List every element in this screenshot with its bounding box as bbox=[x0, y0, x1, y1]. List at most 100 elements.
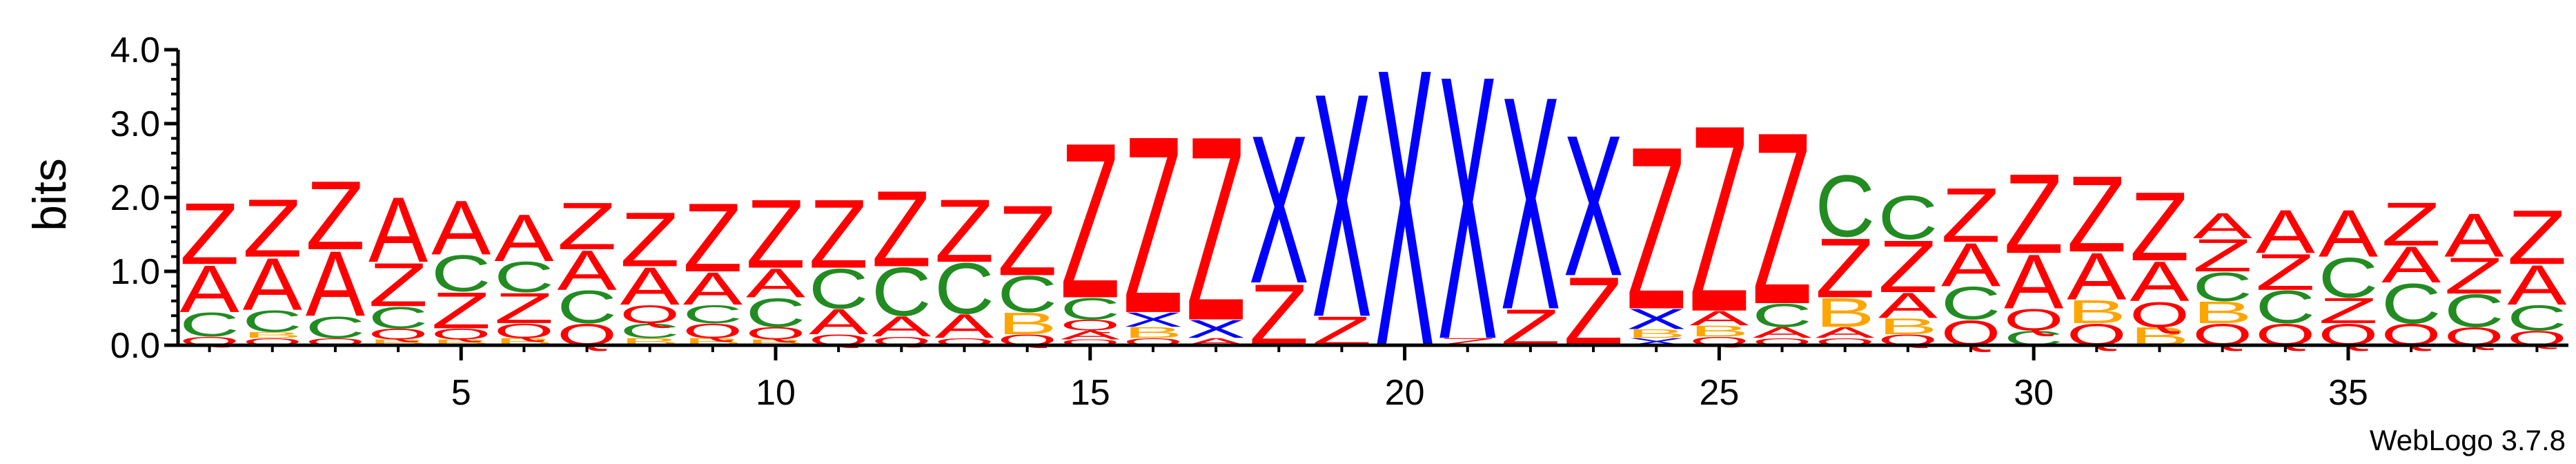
logo-letter-z: Z bbox=[431, 282, 491, 340]
logo-letter-c: C bbox=[557, 281, 617, 333]
logo-letter-x: X bbox=[1123, 308, 1183, 331]
logo-letter-q: Q bbox=[494, 320, 554, 342]
x-axis: 5 10 15 20 25 30 35 bbox=[178, 343, 2568, 413]
logo-letter-a: A bbox=[179, 252, 239, 327]
logo-letter-b: B bbox=[2067, 293, 2127, 330]
logo-letter-a: A bbox=[2130, 249, 2190, 313]
logo-letter-z: Z bbox=[2381, 190, 2441, 259]
logo-letter-c: C bbox=[934, 248, 994, 329]
logo-letter-b: B bbox=[1123, 324, 1183, 341]
logo-letter-c: C bbox=[179, 306, 239, 344]
logo-letter-x: X bbox=[1437, 0, 1497, 418]
logo-letter-z: Z bbox=[2319, 290, 2379, 331]
logo-letter-a: A bbox=[494, 201, 554, 276]
x-tick-label: 35 bbox=[2328, 373, 2368, 413]
logo-letter-a: A bbox=[2507, 253, 2567, 317]
logo-letter-z: Z bbox=[2444, 247, 2504, 305]
y-tick-label: 4.0 bbox=[110, 30, 160, 70]
logo-letter-c: C bbox=[1941, 278, 2001, 329]
logo-letter-z: Z bbox=[683, 184, 743, 293]
logo-letter-a: A bbox=[872, 311, 931, 343]
logo-letter-a: A bbox=[683, 262, 743, 314]
logo-letter-q: Q bbox=[746, 324, 806, 343]
logo-letter-c: C bbox=[368, 300, 429, 335]
logo-letter-x: X bbox=[1375, 0, 1435, 430]
logo-letter-z: Z bbox=[997, 185, 1057, 297]
y-tick-label: 0.0 bbox=[110, 326, 160, 366]
logo-letter-a: A bbox=[2067, 240, 2127, 314]
logo-letter-x: X bbox=[1564, 93, 1624, 318]
x-tick-label: 20 bbox=[1385, 373, 1425, 413]
logo-letter-a: A bbox=[306, 232, 365, 336]
x-ticks: 5 10 15 20 25 30 35 bbox=[208, 345, 2539, 413]
logo-letter-z: Z bbox=[934, 181, 994, 281]
letter-stacks: QCAZQBCAZQCAZBQCZABQZCABQZCAQCAZBCQAZBQC… bbox=[179, 0, 2567, 430]
y-axis: 0.0 1.0 2.0 3.0 4.0 bits bbox=[23, 30, 180, 366]
logo-letter-q: Q bbox=[620, 300, 680, 329]
logo-letter-c: C bbox=[2255, 281, 2315, 333]
logo-letter-a: A bbox=[2004, 238, 2064, 325]
logo-letter-b: B bbox=[997, 306, 1057, 340]
logo-letter-a: A bbox=[1878, 285, 1938, 325]
x-tick-label: 10 bbox=[756, 373, 796, 413]
logo-letter-z: Z bbox=[2507, 194, 2567, 280]
logo-letter-c: C bbox=[2192, 264, 2252, 310]
logo-letter-b: B bbox=[1626, 327, 1687, 340]
logo-letter-z: Z bbox=[872, 168, 932, 289]
logo-letter-z: Z bbox=[1123, 84, 1183, 366]
logo-letter-c: C bbox=[1752, 297, 1812, 334]
logo-letter-a: A bbox=[1752, 324, 1811, 341]
logo-letter-c: C bbox=[1815, 158, 1875, 256]
y-ticks: 0.0 1.0 2.0 3.0 4.0 bbox=[110, 30, 178, 366]
logo-letter-c: C bbox=[306, 310, 366, 345]
logo-letter-a: A bbox=[809, 302, 869, 342]
logo-letter-z: Z bbox=[2130, 173, 2190, 282]
logo-letter-z: Z bbox=[1878, 224, 1938, 308]
logo-letter-b: B bbox=[1878, 313, 1938, 339]
logo-letter-z: Z bbox=[494, 284, 554, 333]
logo-letter-c: C bbox=[746, 290, 806, 336]
logo-letter-c: C bbox=[872, 253, 932, 330]
logo-letter-q: Q bbox=[368, 325, 429, 342]
weblogo-version-label: WebLogo 3.7.8 bbox=[2370, 424, 2566, 456]
logo-letter-x: X bbox=[1501, 33, 1561, 373]
x-tick-label: 30 bbox=[2014, 373, 2054, 413]
logo-letter-a: A bbox=[368, 178, 428, 282]
logo-letter-q: Q bbox=[1060, 316, 1120, 334]
logo-letter-z: Z bbox=[1689, 70, 1749, 367]
logo-letter-a: A bbox=[746, 260, 805, 306]
logo-letter-z: Z bbox=[1941, 172, 2001, 258]
logo-letter-z: Z bbox=[557, 188, 617, 264]
logo-letter-a: A bbox=[620, 255, 680, 316]
x-tick-label: 15 bbox=[1070, 373, 1110, 413]
logo-letter-c: C bbox=[2381, 272, 2441, 336]
logo-letter-z: Z bbox=[809, 180, 869, 289]
logo-letter-z: Z bbox=[1752, 81, 1812, 356]
logo-letter-a: A bbox=[2193, 206, 2253, 246]
logo-letter-a: A bbox=[2256, 197, 2315, 267]
logo-letter-a: A bbox=[1816, 324, 1875, 341]
logo-letter-z: Z bbox=[306, 162, 366, 271]
logo-letter-a: A bbox=[1941, 230, 2000, 300]
logo-letter-a: A bbox=[1061, 328, 1121, 342]
logo-letter-a: A bbox=[557, 238, 617, 302]
logo-letter-a: A bbox=[431, 184, 491, 271]
logo-letter-a: A bbox=[2444, 200, 2504, 270]
logo-letter-b: B bbox=[1689, 322, 1749, 340]
logo-letter-x: X bbox=[1249, 91, 1309, 327]
logo-letter-z: Z bbox=[2255, 243, 2315, 301]
logo-letter-q: Q bbox=[431, 325, 491, 342]
logo-letter-z: Z bbox=[1060, 96, 1120, 345]
logo-letter-c: C bbox=[1060, 291, 1120, 326]
logo-letter-a: A bbox=[2381, 236, 2441, 294]
y-tick-label: 2.0 bbox=[110, 178, 160, 218]
logo-letter-a: A bbox=[934, 307, 994, 345]
logo-letter-z: Z bbox=[368, 251, 429, 320]
logo-letter-z: Z bbox=[179, 184, 239, 283]
logo-letter-c: C bbox=[431, 245, 491, 302]
logo-letter-x: X bbox=[1312, 27, 1372, 384]
logo-letter-a: A bbox=[1689, 307, 1749, 329]
logo-letter-q: Q bbox=[683, 320, 743, 342]
